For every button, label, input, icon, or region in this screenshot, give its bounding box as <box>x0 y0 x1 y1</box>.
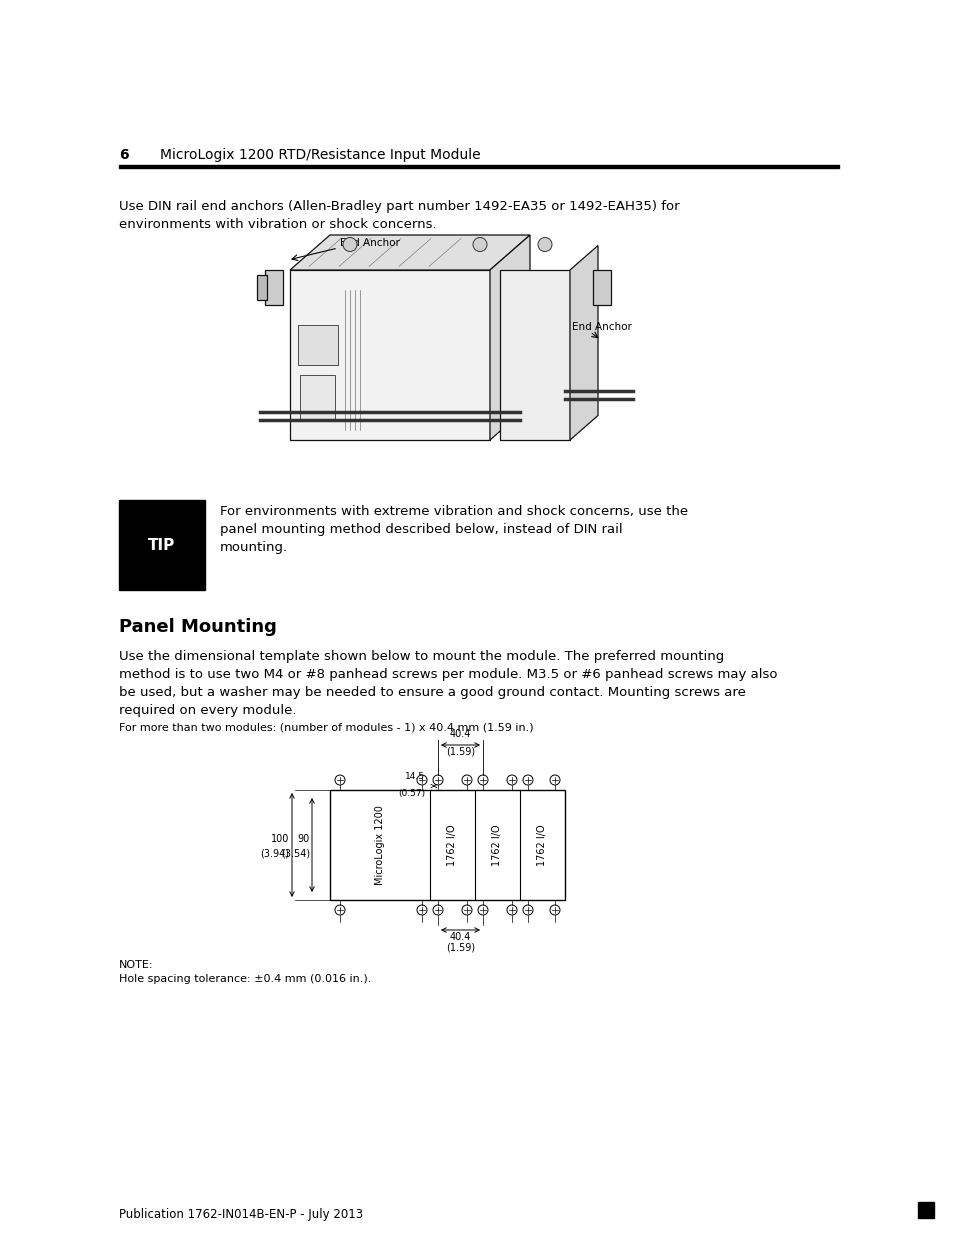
Bar <box>299 375 335 420</box>
Bar <box>256 275 267 300</box>
Text: 90: 90 <box>297 834 310 844</box>
Bar <box>119 500 205 590</box>
Text: 1762 I/O: 1762 I/O <box>492 824 502 866</box>
Text: 1762 I/O: 1762 I/O <box>447 824 457 866</box>
Text: (1.59): (1.59) <box>445 747 475 757</box>
Circle shape <box>473 237 486 252</box>
Text: (1.59): (1.59) <box>445 942 475 952</box>
Text: TIP: TIP <box>149 537 175 552</box>
Bar <box>917 1202 933 1218</box>
Text: MicroLogix 1200 RTD/Resistance Input Module: MicroLogix 1200 RTD/Resistance Input Mod… <box>160 148 480 162</box>
Text: For environments with extreme vibration and shock concerns, use the
panel mounti: For environments with extreme vibration … <box>220 505 687 555</box>
Text: 100: 100 <box>271 834 289 844</box>
Text: 6: 6 <box>119 148 129 162</box>
Text: Panel Mounting: Panel Mounting <box>119 618 276 636</box>
Bar <box>499 270 569 440</box>
Polygon shape <box>290 235 530 270</box>
Text: End Anchor: End Anchor <box>572 322 631 332</box>
Bar <box>330 790 564 900</box>
Bar <box>297 325 337 366</box>
Text: 1762 I/O: 1762 I/O <box>537 824 547 866</box>
Text: MicroLogix 1200: MicroLogix 1200 <box>375 805 385 885</box>
Text: 40.4: 40.4 <box>450 932 471 942</box>
Text: Publication 1762-IN014B-EN-P - July 2013: Publication 1762-IN014B-EN-P - July 2013 <box>119 1208 363 1221</box>
Text: (3.54): (3.54) <box>280 848 310 858</box>
Text: For more than two modules: (number of modules - 1) x 40.4 mm (1.59 in.): For more than two modules: (number of mo… <box>119 722 533 732</box>
Text: End Anchor: End Anchor <box>339 238 399 248</box>
Circle shape <box>343 237 356 252</box>
Text: 40.4: 40.4 <box>450 729 471 739</box>
Polygon shape <box>569 246 598 440</box>
Text: (3.94): (3.94) <box>260 848 289 858</box>
Text: NOTE:
Hole spacing tolerance: ±0.4 mm (0.016 in.).: NOTE: Hole spacing tolerance: ±0.4 mm (0… <box>119 960 371 984</box>
Bar <box>119 165 838 168</box>
Text: (0.57): (0.57) <box>397 789 424 798</box>
Bar <box>593 270 610 305</box>
Text: Use DIN rail end anchors (Allen-Bradley part number 1492-EA35 or 1492-EAH35) for: Use DIN rail end anchors (Allen-Bradley … <box>119 200 679 231</box>
Bar <box>265 270 283 305</box>
Bar <box>290 270 490 440</box>
Circle shape <box>537 237 552 252</box>
Polygon shape <box>490 235 530 440</box>
Text: Use the dimensional template shown below to mount the module. The preferred moun: Use the dimensional template shown below… <box>119 650 777 718</box>
Text: 14.5: 14.5 <box>405 772 424 781</box>
